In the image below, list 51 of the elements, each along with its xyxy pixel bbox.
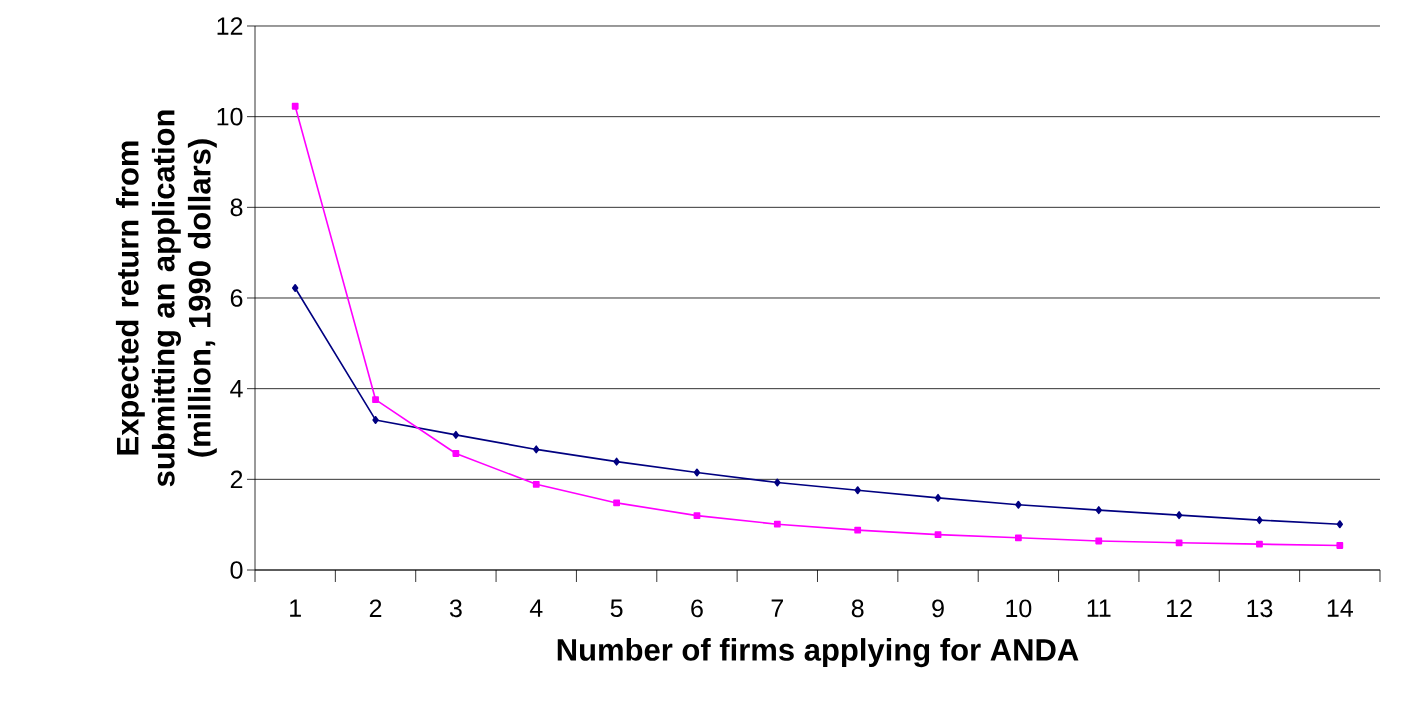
point <box>452 430 460 439</box>
y-tick-label: 4 <box>230 380 243 398</box>
x-tick-label: 13 <box>1247 599 1273 618</box>
point <box>1095 537 1103 545</box>
point <box>1015 500 1022 509</box>
point <box>1095 506 1102 515</box>
y-tick-label: 10 <box>217 107 243 126</box>
point <box>693 468 701 477</box>
point <box>1256 540 1263 548</box>
point <box>934 531 942 539</box>
y-tick-label: 6 <box>230 289 243 307</box>
x-axis-title: Number of firms applying for ANDA <box>557 638 1079 668</box>
point <box>613 457 620 466</box>
point <box>773 520 781 528</box>
point <box>372 415 379 424</box>
y-tick-label: 8 <box>230 198 243 217</box>
point <box>291 102 299 110</box>
x-tick-label: 1 <box>290 599 301 617</box>
point <box>1256 516 1263 525</box>
point <box>291 284 299 293</box>
y-tick-label: 12 <box>217 17 243 35</box>
point <box>774 478 781 487</box>
x-tick-label: 11 <box>1087 599 1111 617</box>
x-tick-label: 5 <box>610 599 623 617</box>
point <box>452 450 460 457</box>
point <box>1336 542 1344 549</box>
point <box>934 493 942 502</box>
point <box>1014 534 1022 542</box>
x-tick-label: 4 <box>529 599 543 617</box>
x-tick-label: 14 <box>1327 599 1353 617</box>
point <box>1336 520 1344 529</box>
y-tick-label: 0 <box>230 561 243 579</box>
point <box>533 445 540 454</box>
x-tick-label: 6 <box>691 599 703 618</box>
point <box>854 526 862 534</box>
x-tick-label: 8 <box>851 599 864 618</box>
x-tick-label: 9 <box>932 599 944 618</box>
point <box>532 480 540 488</box>
x-tick-label: 12 <box>1167 599 1192 617</box>
point <box>1175 539 1183 547</box>
y-axis-title: Expected return from submitting an application (million, 1990 dollars) <box>115 110 217 487</box>
y-tick-label: 2 <box>230 470 243 489</box>
point <box>854 486 861 495</box>
point <box>372 396 379 403</box>
point <box>693 512 701 519</box>
point <box>613 499 621 507</box>
x-tick-label: 2 <box>369 599 382 617</box>
point <box>1175 511 1183 520</box>
x-tick-label: 7 <box>771 599 784 617</box>
x-tick-label: 10 <box>1006 599 1032 618</box>
x-tick-label: 3 <box>449 599 462 618</box>
